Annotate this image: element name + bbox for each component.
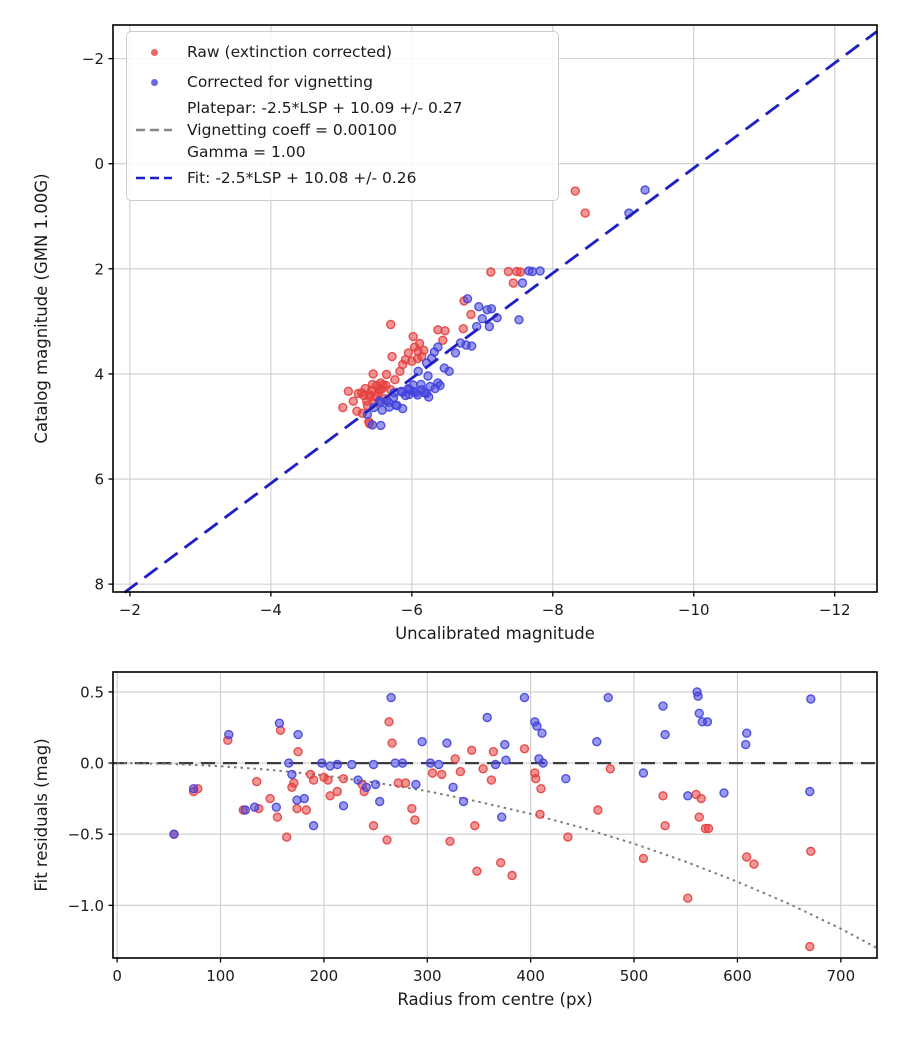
legend-row-raw: Raw (extinction corrected): [133, 37, 550, 67]
legend-raw-label: Raw (extinction corrected): [187, 43, 393, 61]
raw-extinction-corrected: [338, 186, 590, 429]
svg-text:400: 400: [516, 967, 545, 985]
svg-text:300: 300: [413, 967, 442, 985]
grid-lines: [113, 672, 877, 958]
svg-text:−8: −8: [542, 601, 564, 619]
legend: Raw (extinction corrected) Corrected for…: [126, 31, 559, 201]
platepar-dash-sample: [136, 128, 172, 132]
svg-text:4: 4: [94, 365, 104, 383]
legend-row-fit: Fit: -2.5*LSP + 10.08 +/- 0.26: [133, 163, 550, 193]
tick-labels: 0 100 200 300 400 500 600 700 0.5 0.0 −0.5 −1.0: [68, 683, 856, 985]
legend-corrected-label: Corrected for vignetting: [187, 73, 373, 91]
svg-text:0.5: 0.5: [80, 683, 104, 701]
svg-text:−6: −6: [401, 601, 423, 619]
axis-labels: Uncalibrated magnitude Catalog magnitude …: [32, 173, 595, 643]
svg-text:−0.5: −0.5: [68, 826, 104, 844]
svg-text:2: 2: [94, 260, 104, 278]
y-axis-label: Fit residuals (mag): [32, 738, 51, 891]
svg-text:−4: −4: [260, 601, 282, 619]
fit-2-5-lsp-10-08-0-26: [123, 30, 878, 594]
svg-text:600: 600: [723, 967, 752, 985]
svg-text:−10: −10: [678, 601, 710, 619]
svg-text:−12: −12: [819, 601, 851, 619]
svg-text:0.0: 0.0: [80, 755, 104, 773]
svg-text:−1.0: −1.0: [68, 897, 104, 915]
svg-text:700: 700: [826, 967, 855, 985]
corrected-marker-icon: [133, 78, 175, 86]
platepar-dash-icon: [133, 127, 175, 133]
legend-platepar-line2: Vignetting coeff = 0.00100: [187, 121, 397, 139]
axes-spines: [112, 24, 878, 593]
fit-dash-icon: [133, 175, 175, 181]
bottom-plot: 0 100 200 300 400 500 600 7000.50.0−0.5−1.0Radi…: [32, 671, 878, 1009]
svg-text:0: 0: [94, 155, 104, 173]
svg-text:8: 8: [94, 576, 104, 594]
svg-text:200: 200: [310, 967, 339, 985]
svg-text:−2: −2: [119, 601, 141, 619]
vignetting-model-coeff-0-00100: [117, 762, 878, 949]
svg-text:−2: −2: [82, 50, 104, 68]
axes-spines: [112, 671, 878, 959]
legend-row-corrected: Corrected for vignetting: [133, 67, 550, 97]
x-axis-label: Radius from centre (px): [397, 990, 592, 1009]
svg-text:100: 100: [206, 967, 235, 985]
legend-row-platepar: Platepar: -2.5*LSP + 10.09 +/- 0.27 Vign…: [133, 97, 550, 163]
y-axis-label: Catalog magnitude (GMN 1.00G): [32, 173, 51, 443]
svg-text:0: 0: [112, 967, 122, 985]
svg-text:500: 500: [620, 967, 649, 985]
raw-marker-icon: [133, 48, 175, 56]
legend-platepar-line1: Platepar: -2.5*LSP + 10.09 +/- 0.27: [187, 99, 463, 117]
corrected-residuals: [169, 687, 816, 839]
legend-platepar-text: Platepar: -2.5*LSP + 10.09 +/- 0.27 Vign…: [175, 97, 463, 163]
svg-text:6: 6: [94, 471, 104, 489]
x-axis-label: Uncalibrated magnitude: [395, 624, 595, 643]
corrected-for-vignetting: [362, 185, 650, 431]
fit-dash-sample: [136, 176, 172, 180]
axis-labels: Radius from centre (px) Fit residuals (ma…: [32, 738, 593, 1009]
legend-platepar-line3: Gamma = 1.00: [187, 143, 306, 161]
tick-labels: −2 −4 −6 −8 −10 −12 −2 0 2 4 6 8: [82, 50, 851, 619]
legend-fit-label: Fit: -2.5*LSP + 10.08 +/- 0.26: [187, 169, 417, 187]
